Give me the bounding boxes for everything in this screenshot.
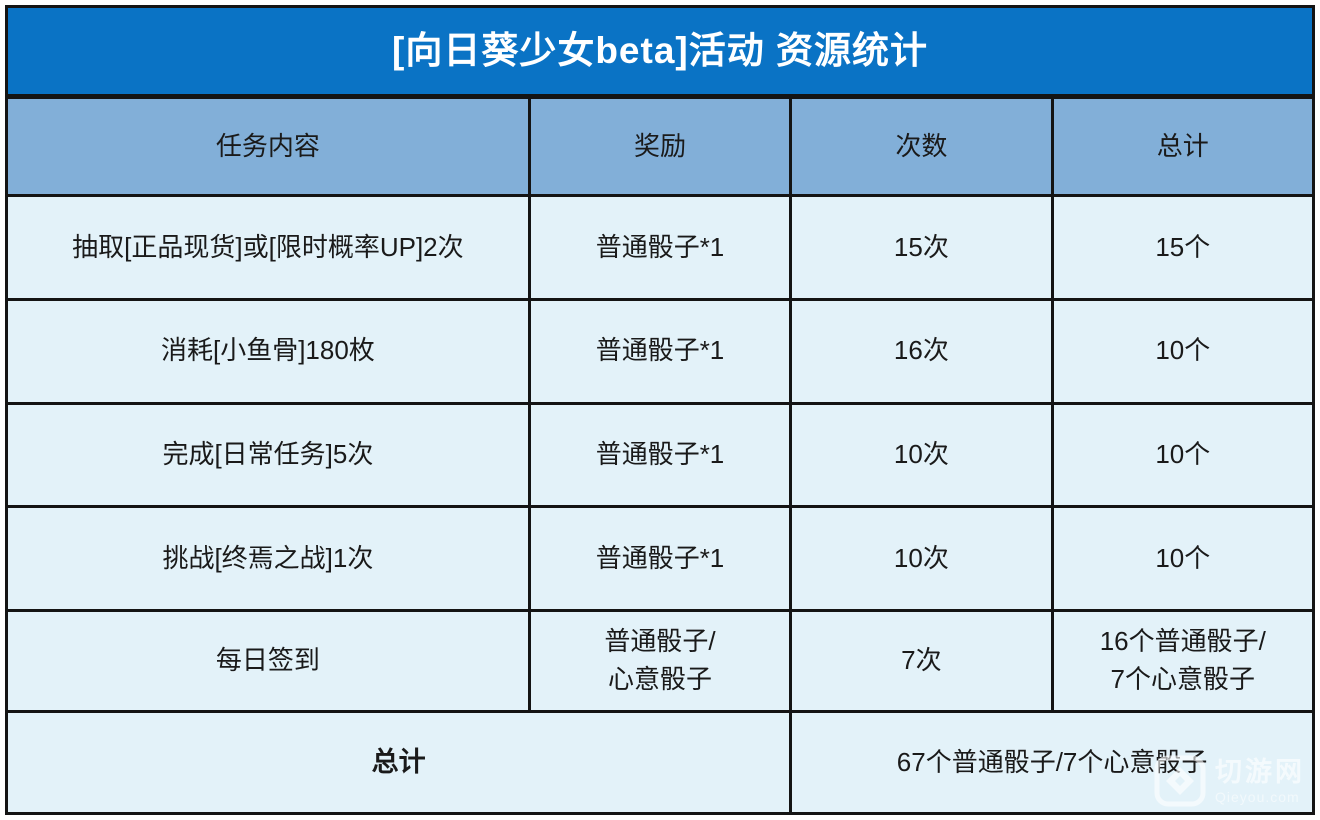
table-row: 挑战[终焉之战]1次 普通骰子*1 10次 10个	[5, 505, 1316, 613]
cell-task: 挑战[终焉之战]1次	[5, 505, 531, 613]
cell-task: 消耗[小鱼骨]180枚	[5, 297, 531, 405]
cell-task: 完成[日常任务]5次	[5, 401, 531, 509]
cell-times: 10次	[789, 505, 1054, 613]
cell-reward: 普通骰子*1	[527, 505, 793, 613]
footer-total-row: 总计 67个普通骰子/7个心意骰子	[4, 710, 1315, 815]
page-title: [向日葵少女beta]活动 资源统计	[5, 5, 1315, 99]
column-header-row: 任务内容 奖励 次数 总计	[5, 95, 1316, 197]
table-row: 抽取[正品现货]或[限时概率UP]2次 普通骰子*1 15次 15个	[5, 194, 1316, 301]
stats-table: [向日葵少女beta]活动 资源统计 任务内容 奖励 次数 总计 抽取[正品现货…	[4, 5, 1316, 815]
column-header-total: 总计	[1050, 95, 1316, 197]
column-header-task: 任务内容	[5, 95, 531, 197]
cell-times: 16次	[789, 297, 1054, 405]
footer-total-label: 总计	[4, 710, 793, 815]
cell-reward: 普通骰子*1	[527, 194, 793, 301]
cell-reward: 普通骰子/ 心意骰子	[527, 609, 793, 713]
footer-total-value: 67个普通骰子/7个心意骰子	[789, 710, 1315, 815]
cell-task: 每日签到	[5, 609, 531, 713]
column-header-reward: 奖励	[527, 95, 793, 197]
cell-total: 10个	[1050, 297, 1316, 405]
column-header-times: 次数	[789, 95, 1054, 197]
cell-reward: 普通骰子*1	[527, 297, 793, 405]
title-row: [向日葵少女beta]活动 资源统计	[5, 5, 1315, 99]
table-row: 完成[日常任务]5次 普通骰子*1 10次 10个	[5, 401, 1316, 509]
cell-times: 10次	[789, 401, 1054, 509]
table-row: 每日签到 普通骰子/ 心意骰子 7次 16个普通骰子/ 7个心意骰子	[5, 609, 1316, 713]
cell-task: 抽取[正品现货]或[限时概率UP]2次	[5, 194, 531, 301]
cell-total: 16个普通骰子/ 7个心意骰子	[1050, 609, 1316, 713]
table-row: 消耗[小鱼骨]180枚 普通骰子*1 16次 10个	[5, 297, 1316, 405]
cell-total: 10个	[1050, 401, 1316, 509]
cell-total: 10个	[1050, 505, 1316, 613]
cell-reward: 普通骰子*1	[527, 401, 793, 509]
cell-times: 15次	[789, 194, 1054, 301]
resource-stats-table: [向日葵少女beta]活动 资源统计 任务内容 奖励 次数 总计 抽取[正品现货…	[4, 5, 1316, 815]
cell-total: 15个	[1050, 194, 1316, 301]
cell-times: 7次	[789, 609, 1054, 713]
